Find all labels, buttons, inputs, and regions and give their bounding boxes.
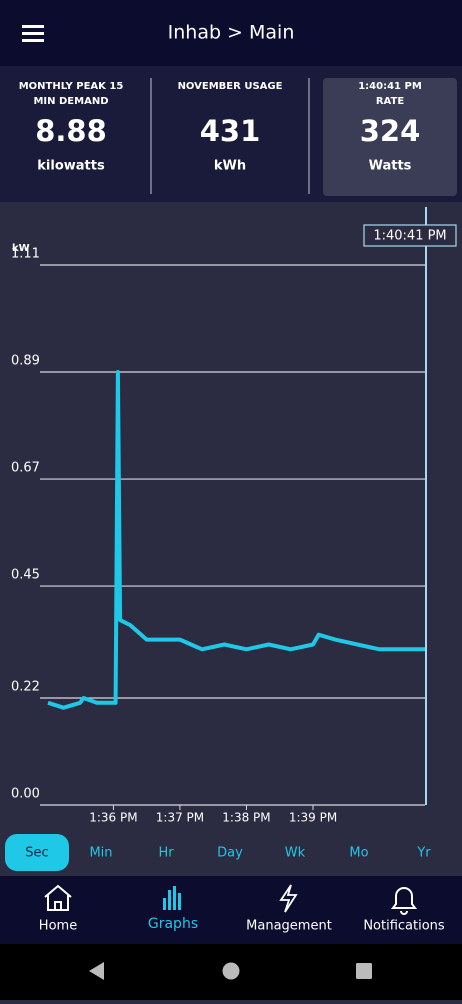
range-label: Sec [25,846,48,861]
nav-label[interactable]: Management [246,919,332,934]
menu-bar [22,25,44,28]
stat-unit: kWh [214,159,246,174]
range-button[interactable]: Sec [5,834,69,871]
x-tick-label: 1:38 PM [222,811,270,825]
glyph-bar [178,893,181,910]
range-button[interactable]: Day [217,846,243,861]
stat-label-line: MIN DEMAND [33,96,108,107]
x-tick-label: 1:37 PM [156,811,204,825]
recents-button[interactable] [356,963,372,979]
back-button[interactable] [89,962,104,980]
y-axis-label: kW [12,243,30,254]
home-icon [44,884,72,911]
range-button[interactable]: Yr [416,846,431,861]
range-label: Day [217,846,243,861]
menu-bar [22,39,44,42]
stat-value: 431 [200,114,261,148]
stat-time: 1:40:41 PM [358,81,422,92]
nav-label[interactable]: Graphs [148,916,198,932]
stat-label-line: MONTHLY PEAK 15 [19,81,124,92]
y-tick-label: 0.00 [11,787,40,802]
range-button[interactable]: Wk [285,846,306,861]
range-label: Mo [349,846,368,861]
nav-label[interactable]: Notifications [363,919,445,934]
rate-card [323,78,457,196]
y-tick-label: 0.67 [11,461,40,476]
app-bar [0,0,462,66]
glyph-bar [168,890,171,910]
graphs-icon [163,886,181,910]
range-button[interactable]: Min [89,846,112,861]
stat-label: MONTHLY PEAK 15 MIN DEMAND [19,81,124,107]
glyph-bar [173,886,176,910]
page-title: Inhab > Main [168,22,295,44]
stat-unit: kilowatts [37,159,105,174]
range-button[interactable]: Hr [158,846,174,861]
glyph-bar [163,898,166,910]
stat-label: NOVEMBER USAGE [178,81,283,92]
data-line [47,370,425,710]
home-button[interactable] [222,962,240,980]
menu-button[interactable] [22,25,44,42]
range-label: Min [89,846,112,861]
y-tick-label: 0.45 [11,568,40,583]
x-tick-label: 1:39 PM [289,811,337,825]
stat-value: 8.88 [35,114,107,148]
chart-area [0,202,462,830]
nav-label[interactable]: Home [39,919,77,934]
range-active-bg [5,834,69,871]
management-icon [279,884,298,913]
stat-label: RATE [376,96,404,107]
y-tick-label: 1.11 [11,247,40,262]
notifications-icon [391,887,417,915]
home-glyph [44,884,72,911]
x-tick-label: 1:36 PM [89,811,137,825]
cursor-label: 1:40:41 PM [373,229,446,244]
y-tick-label: 0.89 [11,354,40,369]
stat-unit: Watts [369,159,412,174]
menu-bar [22,32,44,35]
stat-value: 324 [360,114,421,148]
range-label: Wk [285,846,306,861]
range-label: Hr [158,846,174,861]
y-tick-label: 0.22 [11,679,40,694]
cursor-label-box [363,224,457,247]
stat-label-line: NOVEMBER USAGE [178,81,283,92]
range-label: Yr [416,846,431,861]
bottom-nav [0,876,462,944]
range-button[interactable]: Mo [349,846,368,861]
